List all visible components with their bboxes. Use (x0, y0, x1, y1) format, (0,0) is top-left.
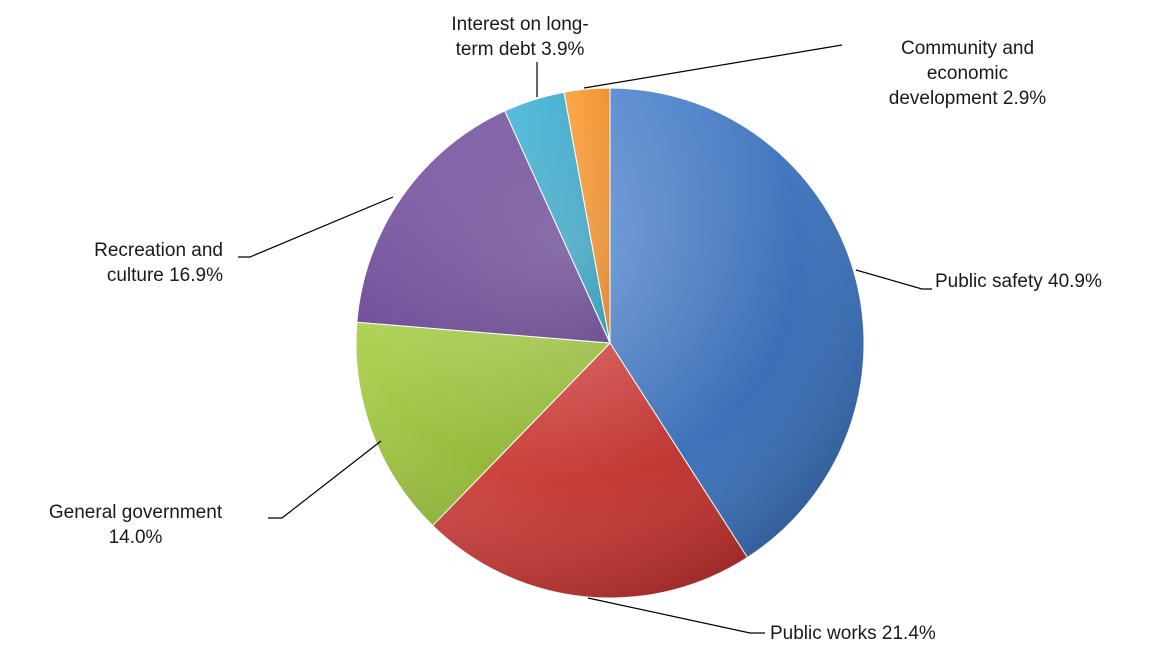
slice-label-public-safety: Public safety 40.9% (935, 269, 1102, 294)
leader-line-community-and-economic-development (583, 44, 843, 89)
leader-line-general-government (268, 440, 382, 519)
slice-label-line: Public safety 40.9% (935, 271, 1102, 292)
slice-label-line: development 2.9% (888, 88, 1047, 109)
leader-lines (238, 44, 932, 634)
slice-label-community-and-economic-development: Community and economic development 2.9% (845, 36, 1090, 111)
slice-label-line: term debt 3.9% (455, 39, 585, 60)
slice-label-line: General government (48, 502, 223, 523)
slice-label-line: culture 16.9% (106, 265, 223, 286)
leader-line-recreation-and-culture (238, 196, 394, 258)
slice-label-line: 14.0% (108, 527, 163, 548)
slice-label-line: Community and (900, 38, 1035, 59)
slice-label-line: Interest on long- (451, 14, 589, 35)
slice-label-recreation-and-culture: Recreation and culture 16.9% (58, 238, 223, 288)
slice-label-interest-on-long-term-debt: Interest on long-term debt 3.9% (400, 12, 640, 62)
leader-line-public-safety (855, 269, 932, 290)
slice-label-general-government: General government 14.0% (8, 500, 263, 550)
slice-label-line: Recreation and (94, 240, 223, 261)
slice-label-public-works: Public works 21.4% (770, 621, 936, 646)
slice-label-line: economic (926, 63, 1009, 84)
leader-line-public-works (587, 597, 765, 634)
slice-label-line: Public works 21.4% (770, 623, 936, 644)
pie-slices (355, 87, 865, 599)
